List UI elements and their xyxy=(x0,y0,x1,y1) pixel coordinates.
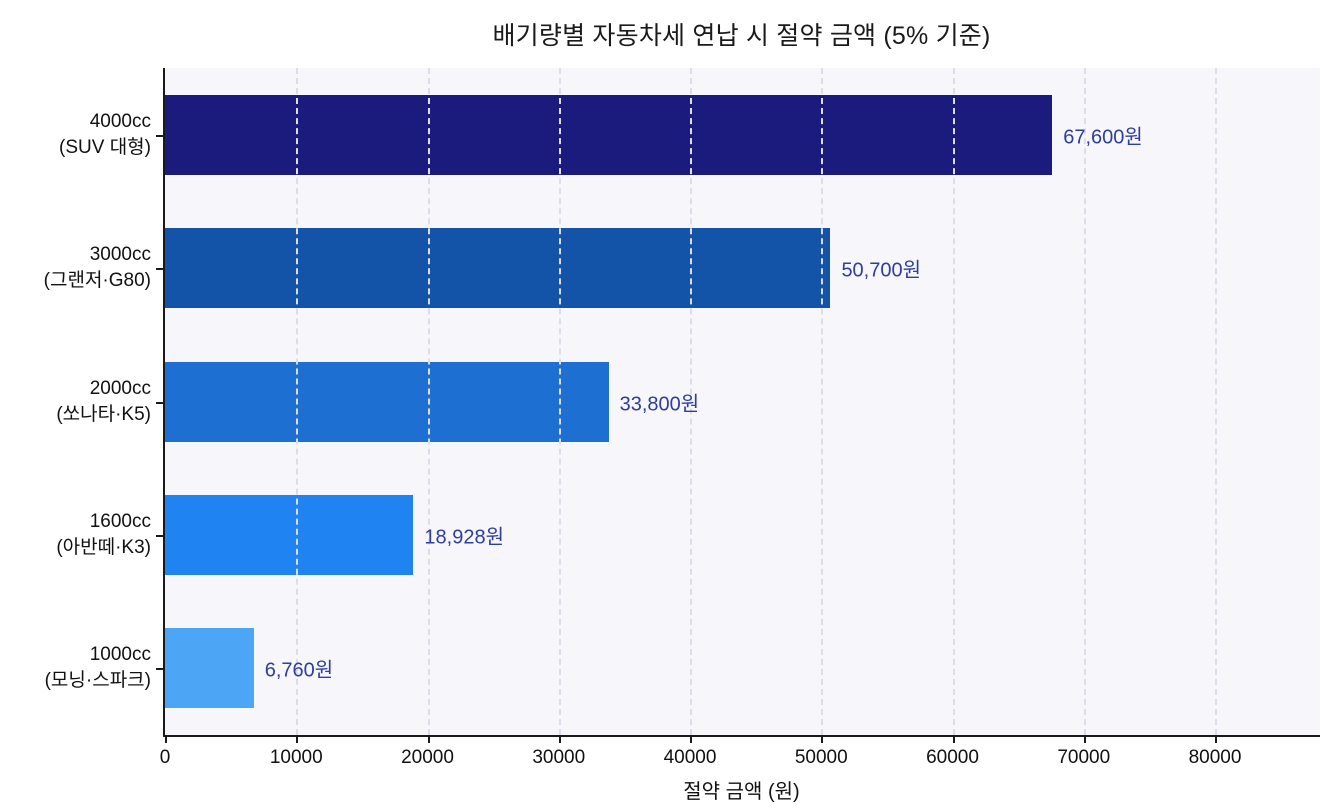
category-label-line: (모닝·스파크) xyxy=(44,670,151,692)
category-label: 4000cc (SUV 대형) xyxy=(59,109,151,161)
gridline xyxy=(1215,68,1217,735)
x-tick-label: 20000 xyxy=(401,747,454,768)
category-label-line: (그랜저·G80) xyxy=(43,270,151,292)
x-axis-tick xyxy=(690,735,692,743)
x-tick-label: 60000 xyxy=(926,747,979,768)
x-axis-tick xyxy=(1083,735,1086,743)
bar-value-label: 18,928원 xyxy=(424,526,504,549)
y-axis-tick xyxy=(156,534,164,537)
category-label-line: (SUV 대형) xyxy=(59,136,151,158)
gridline xyxy=(1083,68,1086,735)
y-axis-tick xyxy=(156,401,164,404)
bar-value-label: 67,600원 xyxy=(1063,126,1143,149)
bar xyxy=(165,228,831,309)
x-axis-tick xyxy=(558,735,561,743)
category-label-line: 2000cc xyxy=(89,377,151,399)
x-axis-tick xyxy=(821,735,824,743)
x-tick-label: 30000 xyxy=(532,747,586,768)
category-label-line: (아반떼·K3) xyxy=(56,536,151,558)
category-label-line: 4000cc xyxy=(89,110,151,132)
x-tick-label: 40000 xyxy=(663,747,717,768)
category-label: 1600cc (아반떼·K3) xyxy=(56,509,151,561)
plot-area: 67,600원 4000cc (SUV 대형) 50,700원 3000cc (그랜저·G… xyxy=(44,68,1320,768)
category-label: 3000cc (그랜저·G80) xyxy=(44,242,151,294)
category-label-line: 1600cc xyxy=(89,510,151,532)
bar xyxy=(165,494,414,575)
y-axis-tick xyxy=(156,268,164,271)
bar-value-label: 33,800원 xyxy=(619,393,700,415)
gridline xyxy=(690,68,692,735)
gridline xyxy=(952,68,955,735)
x-axis-tick xyxy=(1215,735,1217,743)
category-label-line: 1000cc xyxy=(89,644,151,666)
category-label: 2000cc (쏘나타·K5) xyxy=(56,376,151,428)
x-tick-label: 10000 xyxy=(269,747,323,768)
bar-value-label: 50,700원 xyxy=(841,259,922,282)
x-axis-tick xyxy=(165,735,167,743)
category-label-line: (쏘나타·K5) xyxy=(56,403,151,425)
y-axis-tick xyxy=(156,134,164,137)
x-tick-label: 70000 xyxy=(1057,747,1111,768)
bar xyxy=(165,94,1053,175)
bar xyxy=(165,628,254,709)
x-tick-label: 80000 xyxy=(1188,747,1242,768)
x-axis-tick xyxy=(296,735,299,743)
x-axis-title: 절약 금액 (원) xyxy=(683,781,800,803)
bar-value-label: 6,760원 xyxy=(264,659,334,682)
category-label: 1000cc (모닝·스파크) xyxy=(45,642,151,694)
gridline xyxy=(427,68,430,735)
x-tick-label: 50000 xyxy=(794,747,848,768)
x-axis-tick xyxy=(952,735,955,743)
x-tick-label: 0 xyxy=(159,747,171,768)
gridline xyxy=(558,68,561,735)
chart-title: 배기량별 자동차세 연납 시 절약 금액 (5% 기준) xyxy=(492,22,991,50)
gridline xyxy=(296,68,299,735)
category-label-line: 3000cc xyxy=(89,244,151,266)
x-axis-tick xyxy=(427,735,430,743)
bar xyxy=(165,361,609,442)
y-axis-tick xyxy=(156,668,164,671)
gridline xyxy=(821,68,824,735)
